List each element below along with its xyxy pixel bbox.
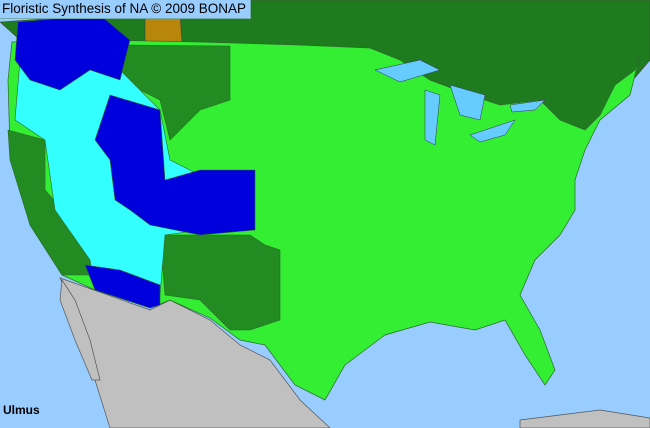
southwest-dark-region xyxy=(159,234,281,331)
baja-peninsula xyxy=(59,278,101,381)
us-native-region xyxy=(7,39,641,401)
cuba xyxy=(519,409,650,428)
taxon-label: Ulmus xyxy=(3,403,40,417)
great-lakes xyxy=(374,59,546,146)
blue-region-utah-colorado xyxy=(94,94,256,236)
map-title: Floristic Synthesis of NA © 2009 BONAP xyxy=(0,0,252,19)
canada-brown-region xyxy=(144,14,183,43)
blue-region-northwest xyxy=(14,14,131,91)
blue-region-arizona xyxy=(84,264,161,309)
